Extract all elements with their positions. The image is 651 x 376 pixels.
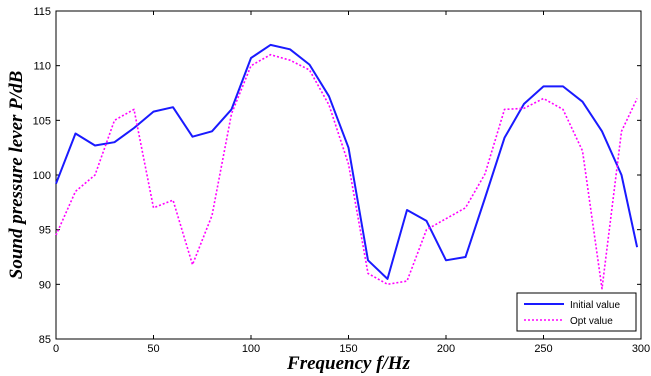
y-tick-label: 85 [39, 334, 51, 346]
x-axis-ticks: 0 50 100 150 200 250 300 [53, 11, 650, 355]
x-tick-label: 100 [242, 343, 260, 355]
plot-area [55, 10, 642, 340]
x-tick-label: 150 [339, 343, 357, 355]
y-tick-label: 90 [39, 279, 51, 291]
legend-label-initial-value: Initial value [570, 300, 620, 311]
x-tick-label: 300 [632, 343, 650, 355]
legend-box [516, 292, 637, 332]
y-tick-label: 95 [39, 225, 51, 237]
series-line-initial-value [55, 43, 639, 280]
y-axis-label: Sound pressure lever P/dB [6, 71, 27, 280]
legend: Initial value Opt value [516, 292, 637, 332]
y-tick-label: 115 [33, 6, 51, 18]
legend-label-opt-value: Opt value [570, 316, 613, 327]
x-axis-label: Frequency f/Hz [286, 353, 411, 374]
series-line-opt-value [55, 53, 638, 290]
series-layer [55, 43, 639, 290]
y-tick-label: 105 [33, 115, 51, 127]
y-tick-label: 100 [33, 170, 51, 182]
x-tick-label: 50 [147, 343, 159, 355]
x-tick-label: 250 [534, 343, 552, 355]
y-axis-ticks: 85 90 95 100 105 110 115 [33, 6, 641, 346]
x-tick-label: 200 [437, 343, 455, 355]
y-tick-label: 110 [33, 61, 51, 73]
x-tick-label: 0 [53, 343, 59, 355]
